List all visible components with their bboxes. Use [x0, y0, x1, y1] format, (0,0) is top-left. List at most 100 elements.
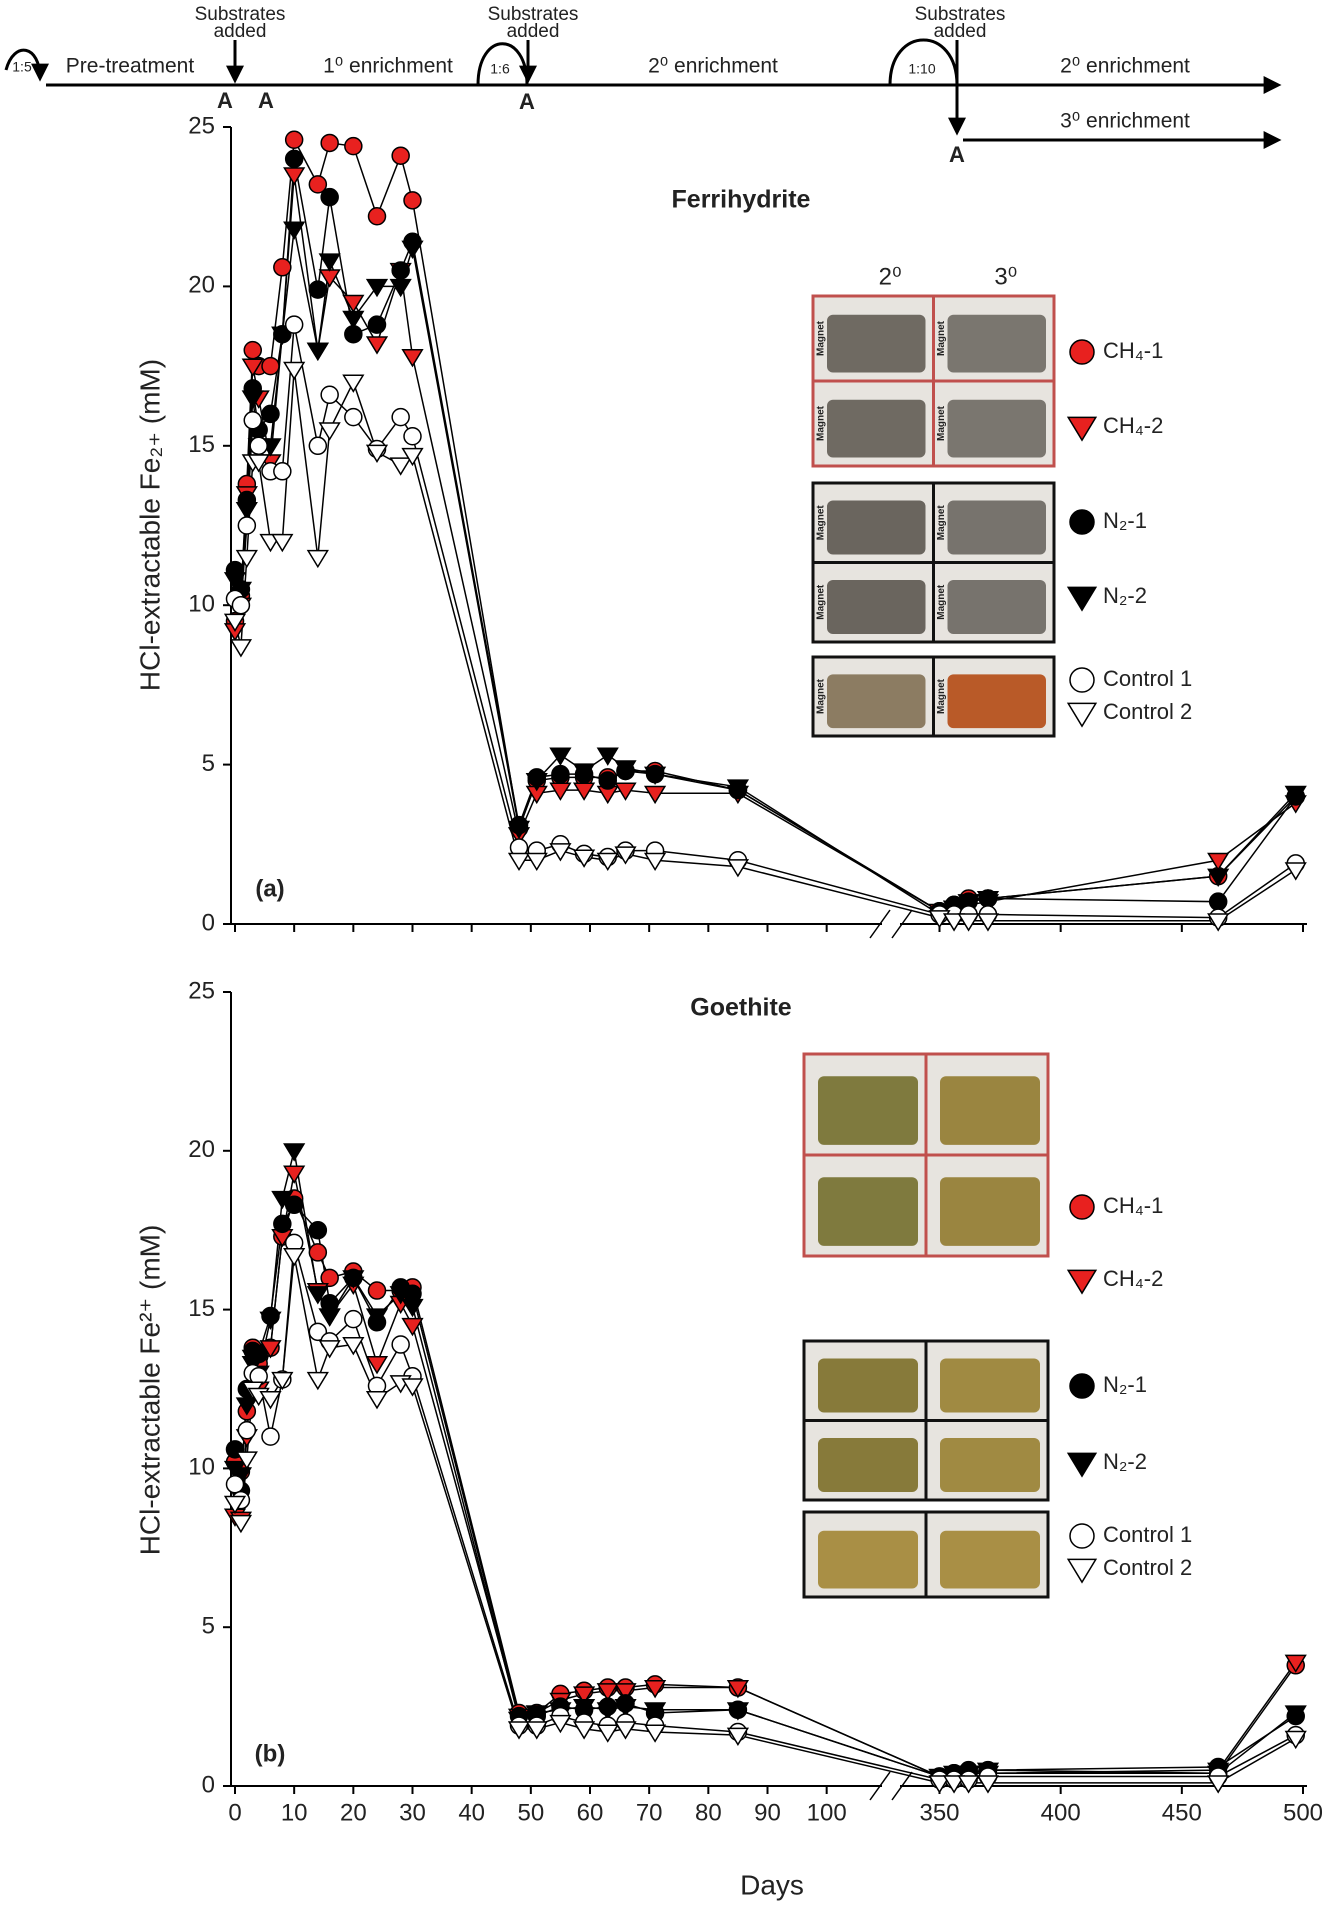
data-point	[572, 849, 596, 868]
photo-liquid	[940, 1177, 1040, 1246]
photo-label: Magnet	[816, 505, 827, 541]
data-point	[596, 852, 619, 872]
dilution-arrow	[4, 48, 49, 82]
data-point	[957, 894, 980, 913]
data-point	[342, 294, 365, 314]
panel-label: (b)	[255, 1740, 286, 1767]
data-point	[249, 436, 268, 456]
data-point	[614, 1699, 637, 1718]
data-point	[231, 595, 251, 615]
data-point	[401, 348, 424, 368]
data-point	[1207, 868, 1230, 887]
panel-title: Ferrihydrite	[672, 186, 811, 214]
data-point	[283, 221, 306, 240]
photo-liquid	[940, 1358, 1040, 1413]
data-point	[261, 356, 280, 376]
legend-label: N₂-2	[1103, 583, 1147, 608]
data-point	[401, 447, 424, 467]
substrates-label: Substrates	[488, 4, 579, 25]
data-point	[235, 549, 258, 569]
axis-break	[891, 909, 913, 939]
data-point	[507, 1721, 531, 1740]
data-point	[243, 411, 262, 430]
data-point	[229, 639, 253, 658]
data-point	[726, 779, 750, 798]
substrates-label: added	[214, 21, 267, 42]
data-point	[306, 1286, 329, 1305]
data-point	[976, 890, 1000, 910]
legend-marker	[1066, 586, 1098, 612]
data-point	[596, 1724, 619, 1743]
legend-marker	[1066, 1269, 1098, 1295]
data-point	[318, 1340, 341, 1359]
data-point	[344, 407, 363, 427]
data-point	[237, 1421, 257, 1440]
data-point	[320, 385, 339, 405]
x-tick-label: 20	[340, 1799, 367, 1826]
photo-border	[932, 655, 1056, 738]
data-point	[942, 913, 966, 932]
data-point	[261, 1427, 280, 1446]
data-point	[391, 261, 410, 280]
data-point	[318, 422, 341, 441]
x-tick-label: 50	[517, 1799, 544, 1826]
data-point	[572, 763, 596, 782]
legend-label: CH₄-1	[1103, 338, 1163, 363]
data-point	[596, 1683, 619, 1702]
photo-liquid	[940, 1530, 1040, 1589]
inset-header: 2⁰	[879, 263, 902, 290]
addition-marker: A	[519, 89, 535, 114]
substrates-label: added	[507, 21, 560, 42]
data-point	[283, 1248, 306, 1267]
data-point	[403, 191, 422, 210]
y-tick-label: 25	[188, 112, 215, 139]
data-point	[365, 278, 389, 298]
data-point	[1284, 1654, 1307, 1673]
x-tick-label: 100	[807, 1799, 847, 1826]
x-axis-label: Days	[740, 1869, 804, 1900]
x-tick-label: 40	[458, 1799, 485, 1826]
data-point	[342, 310, 365, 330]
data-point	[572, 1686, 596, 1705]
substrates-label: Substrates	[195, 4, 286, 25]
data-point	[401, 240, 424, 259]
y-tick-label: 5	[202, 1613, 215, 1640]
legend-marker	[1066, 702, 1098, 728]
photo-liquid	[947, 674, 1046, 729]
data-point	[342, 374, 365, 393]
data-point	[241, 358, 264, 377]
data-point	[284, 315, 304, 334]
data-point	[596, 747, 619, 766]
photo-liquid	[947, 579, 1046, 635]
photo-border	[924, 1419, 1050, 1502]
phase-label: 1⁰ enrichment	[323, 55, 453, 78]
data-point	[308, 1220, 328, 1240]
data-point	[365, 336, 389, 355]
photo-label: Magnet	[936, 584, 947, 620]
axis-break	[891, 1771, 913, 1801]
phase-label: 3⁰ enrichment	[1060, 110, 1190, 133]
data-point	[320, 1268, 339, 1288]
data-point	[306, 1371, 329, 1391]
legend-marker	[1069, 509, 1095, 535]
x-tick-label: 30	[399, 1799, 426, 1826]
legend-marker	[1066, 1558, 1098, 1584]
data-point	[643, 852, 667, 872]
legend-marker	[1066, 1452, 1098, 1478]
photo-label: Magnet	[936, 505, 947, 541]
photo-liquid	[827, 500, 926, 555]
x-tick-label: 400	[1041, 1799, 1081, 1826]
data-point	[235, 1451, 258, 1470]
data-point	[596, 1702, 619, 1721]
data-point	[284, 149, 304, 169]
photo-label: Magnet	[816, 584, 827, 620]
photo-border	[932, 379, 1056, 468]
photo-liquid	[947, 500, 1046, 555]
data-point	[726, 1727, 750, 1746]
photo-liquid	[940, 1437, 1040, 1493]
substrates-label: added	[934, 21, 987, 42]
data-point	[614, 846, 637, 865]
data-point	[525, 1705, 548, 1724]
photo-label: Magnet	[816, 405, 827, 441]
